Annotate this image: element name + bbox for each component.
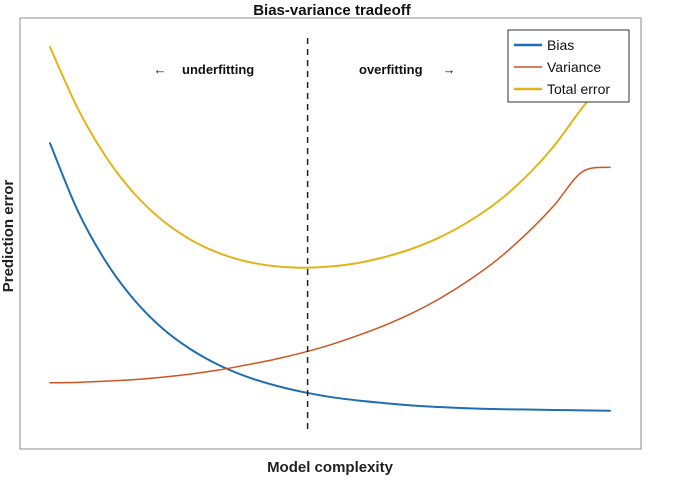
variance-line <box>49 166 611 384</box>
right-arrow-icon: → <box>443 62 456 77</box>
legend: Bias Variance Total error <box>507 29 630 103</box>
legend-label-total-error: Total error <box>547 81 610 97</box>
chart-title: Bias-variance tradeoff <box>253 2 412 19</box>
series-layer <box>49 46 611 412</box>
legend-items: Bias Variance Total error <box>514 37 610 97</box>
legend-label-variance: Variance <box>547 59 601 75</box>
legend-label-bias: Bias <box>547 37 574 53</box>
left-arrow-icon: ← <box>154 62 167 77</box>
x-axis-label: Model complexity <box>267 459 394 476</box>
overfitting-label: overfitting <box>359 62 423 77</box>
bias-line <box>49 142 611 412</box>
underfitting-label: underfitting <box>182 62 254 77</box>
y-axis-label: Prediction error <box>0 180 17 293</box>
plot-frame <box>19 17 642 450</box>
total-error-line <box>49 46 611 269</box>
